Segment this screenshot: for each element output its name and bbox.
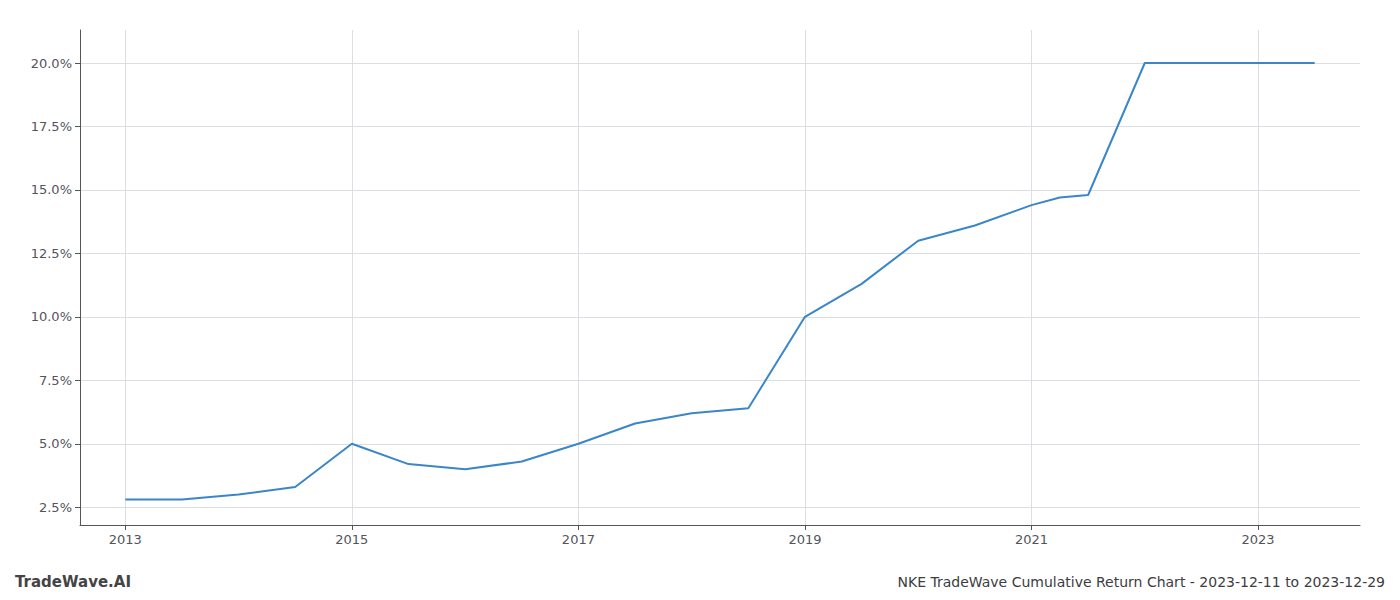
svg-text:10.0%: 10.0% (31, 309, 72, 324)
svg-text:2019: 2019 (788, 532, 821, 547)
svg-text:TradeWave.AI: TradeWave.AI (15, 573, 131, 591)
svg-text:2015: 2015 (335, 532, 368, 547)
svg-text:12.5%: 12.5% (31, 246, 72, 261)
svg-text:20.0%: 20.0% (31, 56, 72, 71)
svg-text:7.5%: 7.5% (39, 373, 72, 388)
svg-text:15.0%: 15.0% (31, 182, 72, 197)
svg-text:2.5%: 2.5% (39, 500, 72, 515)
svg-text:2017: 2017 (562, 532, 595, 547)
svg-text:17.5%: 17.5% (31, 119, 72, 134)
svg-text:2013: 2013 (109, 532, 142, 547)
svg-text:2023: 2023 (1242, 532, 1275, 547)
svg-text:NKE TradeWave Cumulative Retur: NKE TradeWave Cumulative Return Chart - … (897, 574, 1385, 590)
svg-text:5.0%: 5.0% (39, 436, 72, 451)
svg-text:2021: 2021 (1015, 532, 1048, 547)
